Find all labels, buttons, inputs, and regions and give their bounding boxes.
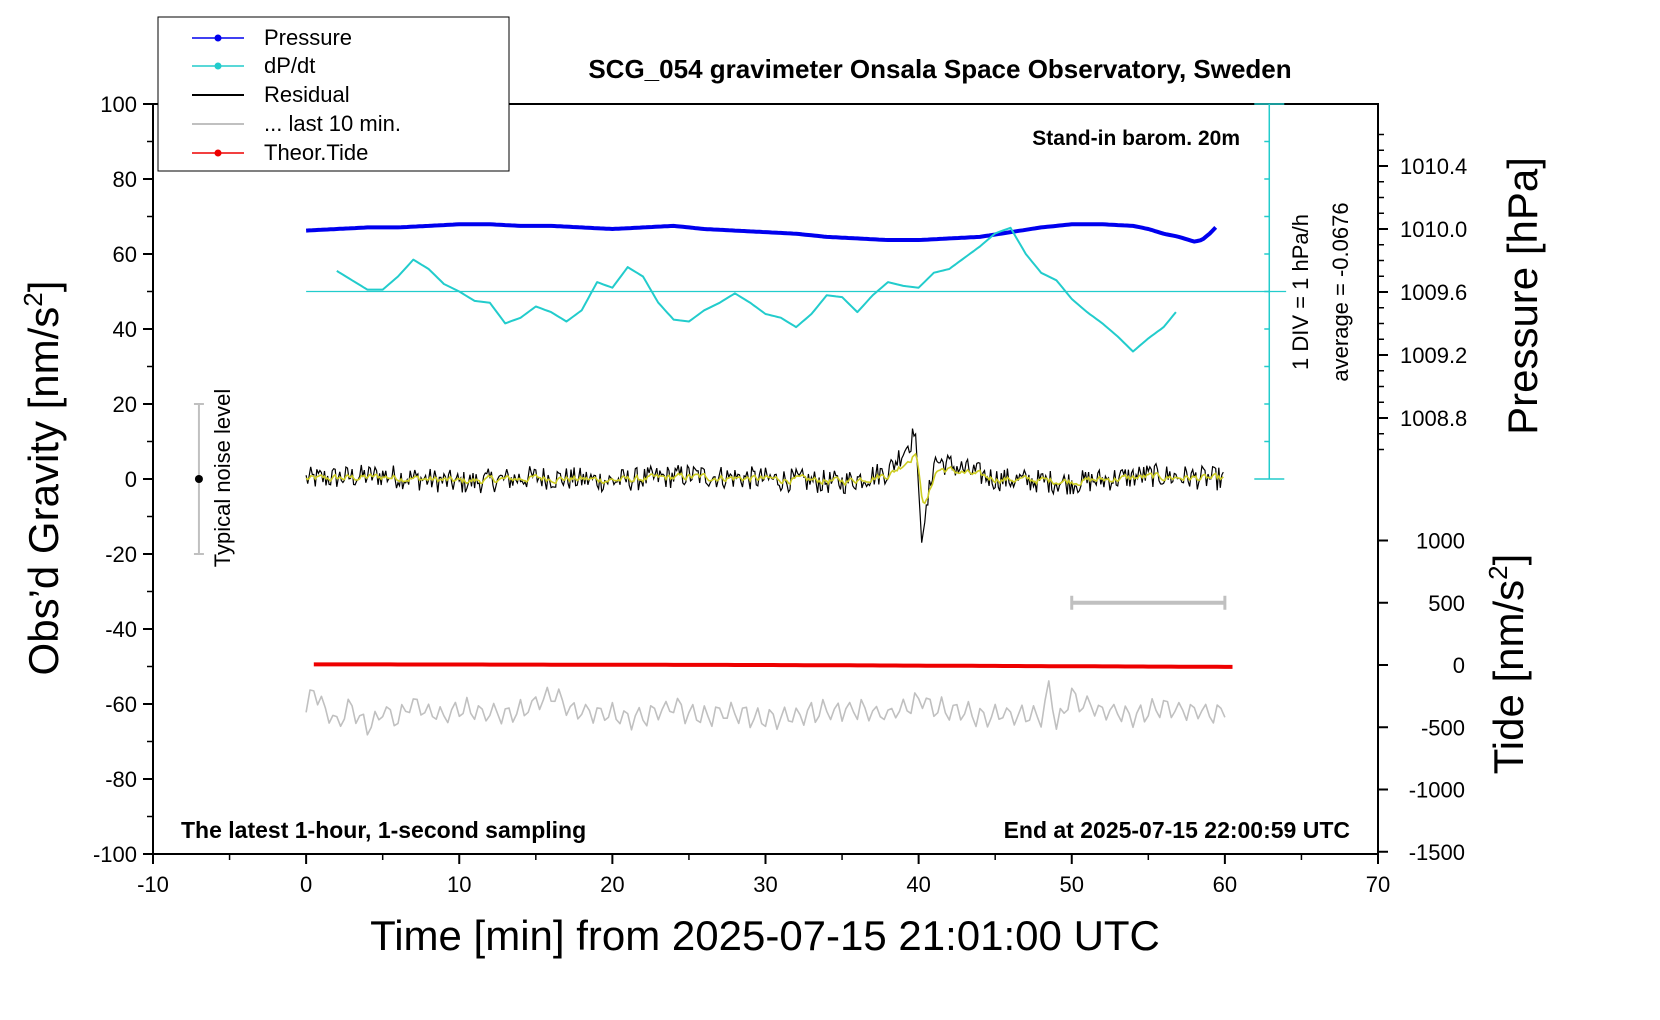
- legend-label-tide: Theor.Tide: [264, 140, 368, 165]
- legend-label-dpdt: dP/dt: [264, 53, 315, 78]
- tide-tick-label: 0: [1453, 653, 1465, 678]
- y-tick-label: 0: [125, 467, 137, 492]
- legend-label-last10: ... last 10 min.: [264, 111, 401, 136]
- y-tick-label: 100: [100, 92, 137, 117]
- bottom-right-note: End at 2025-07-15 22:00:59 UTC: [1004, 817, 1350, 843]
- dpdt-scale: [193, 103, 1287, 610]
- div-label: 1 DIV = 1 hPa/h: [1288, 214, 1313, 370]
- tide-tick-label: -1500: [1409, 840, 1465, 865]
- tide-axis-label: Tide [nm/s2]: [1483, 554, 1532, 775]
- legend-label-residual: Residual: [264, 82, 350, 107]
- tide-axis-label-end: ]: [1485, 554, 1532, 566]
- x-tick-label: -10: [137, 872, 169, 897]
- x-axis: -10 0 10 20 30 40 50 60 70: [137, 854, 1390, 897]
- pressure-tick-label: 1009.6: [1400, 280, 1467, 305]
- series-line-tide: [313, 662, 1233, 669]
- pressure-tick-label: 1009.2: [1400, 343, 1467, 368]
- pressure-tick-label: 1010.4: [1400, 154, 1467, 179]
- bottom-left-note: The latest 1-hour, 1-second sampling: [181, 817, 586, 843]
- tide-tick-label: -1000: [1409, 778, 1465, 803]
- x-tick-label: 50: [1060, 872, 1084, 897]
- series-line-dpdt: [336, 226, 1177, 353]
- y-axis-label-main: Obs’d Gravity [nm/s: [20, 307, 67, 676]
- y-tick-label: -20: [105, 542, 137, 567]
- tide-tick-label: -500: [1421, 715, 1465, 740]
- y-tick-label: 20: [113, 392, 137, 417]
- y-tick-label: -60: [105, 692, 137, 717]
- series-line-residual-smoothed: [305, 452, 1224, 505]
- series-line-pressure: [305, 222, 1218, 244]
- y-axis-label: Obs’d Gravity [nm/s2]: [18, 281, 67, 676]
- pressure-axis: 1008.8 1009.2 1009.6 1010.0 1010.4: [1378, 133, 1467, 451]
- noise-bar-center: [194, 475, 203, 483]
- x-tick-label: 0: [300, 872, 312, 897]
- x-axis-label: Time [min] from 2025-07-15 21:01:00 UTC: [370, 912, 1160, 959]
- y-tick-label: -40: [105, 617, 137, 642]
- tide-axis-label-sup: 2: [1483, 565, 1513, 579]
- series-line-residual: [305, 428, 1224, 543]
- average-label: average = -0.0676: [1328, 202, 1353, 381]
- legend-label-pressure: Pressure: [264, 25, 352, 50]
- x-tick-label: 10: [447, 872, 471, 897]
- pressure-axis-label: Pressure [hPa]: [1499, 157, 1546, 435]
- tide-axis: -1500 -1000 -500 0 500 1000: [1378, 529, 1465, 865]
- pressure-tick-label: 1010.0: [1400, 217, 1467, 242]
- legend: Pressure dP/dt Residual ... last 10 min.…: [157, 16, 510, 172]
- legend-marker-tide: [214, 149, 222, 157]
- tide-axis-label-main: Tide [nm/s: [1485, 580, 1532, 775]
- x-tick-label: 20: [600, 872, 624, 897]
- series-line-last10: [305, 680, 1226, 736]
- legend-marker-pressure: [214, 34, 222, 42]
- y-tick-label: 60: [113, 242, 137, 267]
- noise-level-label: Typical noise level: [210, 389, 235, 568]
- y-tick-label: 80: [113, 167, 137, 192]
- x-tick-label: 70: [1366, 872, 1390, 897]
- y-axis-label-sup: 2: [18, 292, 48, 306]
- pressure-tick-label: 1008.8: [1400, 406, 1467, 431]
- series-layer: [305, 222, 1233, 736]
- y-tick-label: -100: [93, 842, 137, 867]
- tide-tick-label: 500: [1428, 591, 1465, 616]
- legend-marker-dpdt: [214, 62, 222, 70]
- x-tick-label: 60: [1213, 872, 1237, 897]
- x-tick-label: 40: [906, 872, 930, 897]
- x-tick-label: 30: [753, 872, 777, 897]
- tide-tick-label: 1000: [1416, 529, 1465, 554]
- stand-in-label: Stand-in barom. 20m: [1032, 127, 1240, 150]
- y-tick-label: 40: [113, 317, 137, 342]
- y-tick-label: -80: [105, 767, 137, 792]
- chart-title: SCG_054 gravimeter Onsala Space Observat…: [588, 54, 1291, 84]
- y-axis: -100 -80 -60 -40 -20 0 20 40 60 80 100: [93, 92, 153, 867]
- y-axis-label-end: ]: [20, 281, 67, 293]
